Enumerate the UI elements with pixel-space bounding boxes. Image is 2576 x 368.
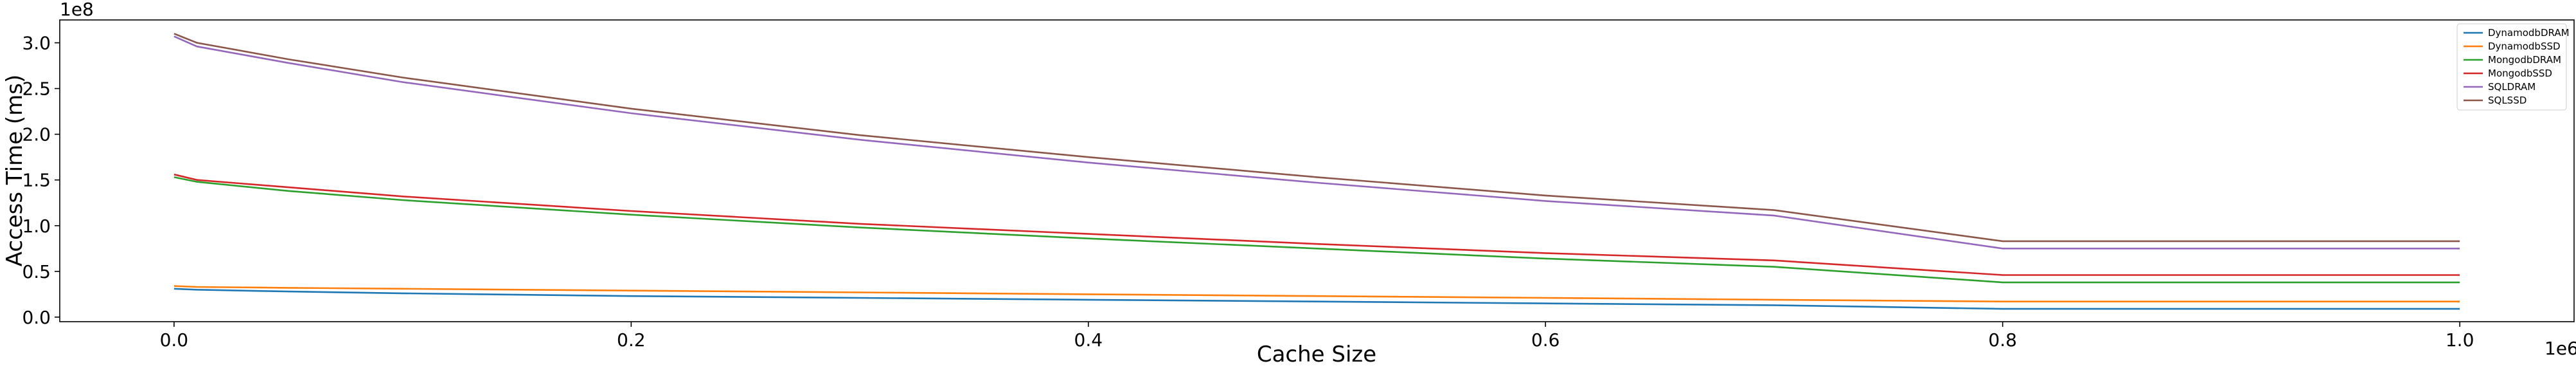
x-axis-ticks: 0.0 0.2 0.4 0.6 0.8 1.0 <box>160 322 2474 351</box>
y-tick-label: 1.5 <box>22 170 51 191</box>
plot-frame <box>59 19 2575 322</box>
x-tick-label: 0.2 <box>617 329 646 351</box>
y-tick: 3.0 <box>22 33 60 54</box>
x-tick-label: 0.4 <box>1074 329 1103 351</box>
x-axis-label: Cache Size <box>1257 342 1376 367</box>
series-layer <box>173 33 2460 310</box>
legend-entry: DynamodbDRAM <box>2488 27 2570 39</box>
y-tick: 0.5 <box>22 261 60 282</box>
legend-entry: DynamodbSSD <box>2488 41 2561 52</box>
y-axis-label: Access Time (ms) <box>2 75 28 267</box>
y-tick-label: 2.0 <box>22 124 51 145</box>
y-tick: 2.0 <box>22 124 60 145</box>
x-tick: 0.8 <box>1988 322 2017 351</box>
legend-entry: MongodbDRAM <box>2488 54 2561 66</box>
x-tick: 0.6 <box>1531 322 1560 351</box>
x-tick-label: 1.0 <box>2446 329 2474 351</box>
x-tick: 0.0 <box>160 322 189 351</box>
legend-box <box>2456 23 2567 111</box>
y-tick: 2.5 <box>22 78 60 100</box>
series-line-4 <box>173 35 2460 250</box>
y-tick-label: 3.0 <box>22 33 51 54</box>
legend-entry: MongodbSSD <box>2488 68 2552 79</box>
x-tick-label: 0.6 <box>1531 329 1560 351</box>
y-tick: 0.0 <box>22 307 60 328</box>
y-tick: 1.5 <box>22 170 60 191</box>
y-tick-label: 0.0 <box>22 307 51 328</box>
series-line-1 <box>173 285 2460 302</box>
x-tick-label: 0.0 <box>160 329 189 351</box>
y-tick-label: 0.5 <box>22 261 51 282</box>
y-axis-ticks: 0.0 0.5 1.0 1.5 2.0 2.5 3.0 <box>22 33 60 328</box>
y-tick: 1.0 <box>22 216 60 237</box>
y-offset-label: 1e8 <box>60 0 94 20</box>
series-line-5 <box>173 33 2460 243</box>
series-line-3 <box>173 173 2460 276</box>
y-tick-label: 2.5 <box>22 78 51 100</box>
x-offset-label: 1e6 <box>2545 338 2576 359</box>
x-tick: 0.4 <box>1074 322 1103 351</box>
legend: DynamodbDRAM DynamodbSSD MongodbDRAM Mongod… <box>2456 23 2570 111</box>
legend-entry: SQLDRAM <box>2488 81 2536 93</box>
x-tick: 1.0 <box>2446 322 2474 351</box>
y-tick-label: 1.0 <box>22 216 51 237</box>
series-line-2 <box>173 176 2460 284</box>
x-tick: 0.2 <box>617 322 646 351</box>
legend-entry: SQLSSD <box>2488 95 2527 106</box>
series-line-0 <box>173 288 2460 310</box>
x-tick-label: 0.8 <box>1988 329 2017 351</box>
